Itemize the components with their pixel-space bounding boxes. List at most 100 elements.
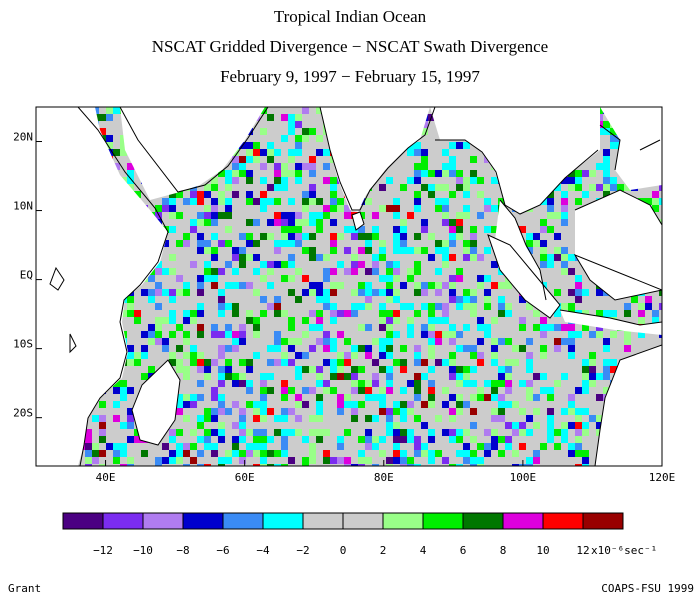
field-cell — [407, 254, 414, 261]
field-cell — [183, 205, 190, 212]
field-cell — [428, 247, 435, 254]
field-cell — [204, 219, 211, 226]
field-cell — [526, 401, 533, 408]
field-cell — [400, 345, 407, 352]
field-cell — [288, 135, 295, 142]
field-cell — [232, 464, 239, 466]
field-cell — [316, 338, 323, 345]
field-cell — [267, 443, 274, 450]
field-cell — [274, 443, 281, 450]
field-cell — [603, 338, 610, 345]
field-cell — [393, 247, 400, 254]
field-cell — [169, 247, 176, 254]
field-cell — [435, 212, 442, 219]
field-cell — [421, 142, 428, 149]
field-cell — [477, 401, 484, 408]
field-cell — [330, 443, 337, 450]
field-cell — [253, 415, 260, 422]
field-cell — [127, 429, 134, 436]
field-cell — [554, 219, 561, 226]
field-cell — [659, 296, 662, 303]
field-cell — [407, 422, 414, 429]
field-cell — [162, 345, 169, 352]
field-cell — [372, 184, 379, 191]
field-cell — [183, 303, 190, 310]
field-cell — [267, 156, 274, 163]
field-cell — [526, 310, 533, 317]
field-cell — [526, 317, 533, 324]
field-cell — [526, 380, 533, 387]
field-cell — [246, 240, 253, 247]
field-cell — [379, 296, 386, 303]
field-cell — [456, 149, 463, 156]
field-cell — [260, 135, 267, 142]
field-cell — [141, 191, 148, 198]
field-cell — [386, 191, 393, 198]
field-cell — [316, 436, 323, 443]
field-cell — [239, 401, 246, 408]
field-cell — [442, 240, 449, 247]
field-cell — [449, 303, 456, 310]
field-cell — [274, 289, 281, 296]
field-cell — [239, 275, 246, 282]
field-cell — [463, 464, 470, 466]
field-cell — [351, 240, 358, 247]
field-cell — [106, 394, 113, 401]
field-cell — [155, 268, 162, 275]
field-cell — [477, 373, 484, 380]
field-cell — [547, 226, 554, 233]
field-cell — [302, 135, 309, 142]
field-cell — [491, 422, 498, 429]
field-cell — [120, 156, 127, 163]
field-cell — [533, 345, 540, 352]
field-cell — [386, 401, 393, 408]
field-cell — [463, 191, 470, 198]
field-cell — [127, 317, 134, 324]
field-cell — [232, 289, 239, 296]
field-cell — [225, 198, 232, 205]
field-cell — [379, 233, 386, 240]
colorbar-tick-label: −4 — [256, 544, 270, 557]
field-cell — [134, 310, 141, 317]
field-cell — [162, 443, 169, 450]
field-cell — [218, 198, 225, 205]
field-cell — [428, 401, 435, 408]
field-cell — [449, 387, 456, 394]
field-cell — [274, 163, 281, 170]
field-cell — [302, 422, 309, 429]
field-cell — [337, 233, 344, 240]
field-cell — [421, 429, 428, 436]
field-cell — [610, 177, 617, 184]
field-cell — [379, 219, 386, 226]
field-cell — [449, 191, 456, 198]
field-cell — [211, 443, 218, 450]
field-cell — [610, 345, 617, 352]
field-cell — [561, 415, 568, 422]
field-cell — [470, 436, 477, 443]
field-cell — [204, 191, 211, 198]
field-cell — [316, 177, 323, 184]
field-cell — [155, 205, 162, 212]
field-cell — [554, 247, 561, 254]
field-cell — [148, 331, 155, 338]
field-cell — [337, 289, 344, 296]
field-cell — [379, 436, 386, 443]
field-cell — [358, 366, 365, 373]
field-cell — [386, 233, 393, 240]
field-cell — [414, 261, 421, 268]
field-cell — [225, 450, 232, 457]
field-cell — [365, 345, 372, 352]
field-cell — [554, 464, 561, 466]
field-cell — [232, 345, 239, 352]
field-cell — [379, 268, 386, 275]
field-cell — [603, 366, 610, 373]
field-cell — [498, 415, 505, 422]
field-cell — [78, 464, 85, 466]
field-cell — [547, 275, 554, 282]
field-cell — [113, 163, 120, 170]
field-cell — [330, 170, 337, 177]
field-cell — [211, 310, 218, 317]
field-cell — [491, 205, 498, 212]
field-cell — [232, 275, 239, 282]
field-cell — [344, 345, 351, 352]
